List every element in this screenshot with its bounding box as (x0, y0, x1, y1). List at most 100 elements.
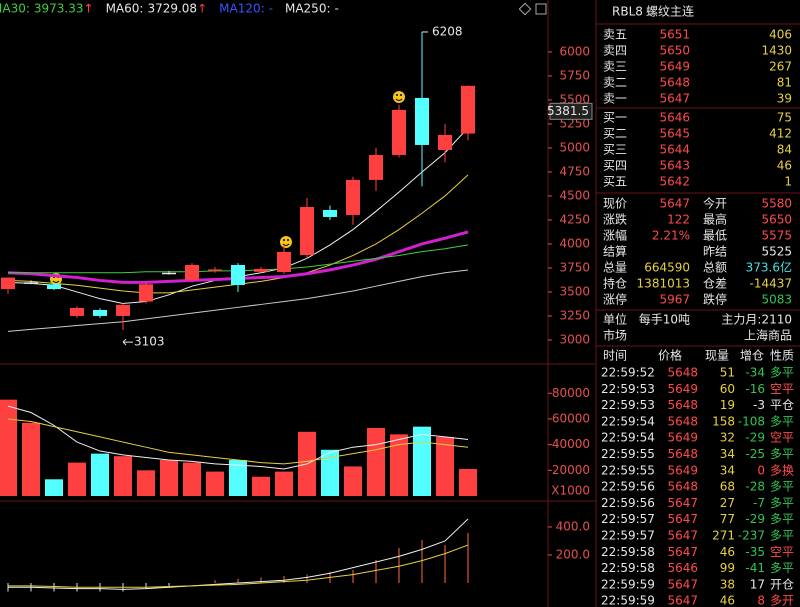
trade-change: -34 (745, 366, 765, 380)
trade-qty: 77 (720, 512, 735, 526)
window-icon[interactable] (535, 3, 547, 15)
book-price: 5649 (659, 60, 690, 74)
price-marker-box (549, 102, 593, 120)
price-marker: 5381.5 (547, 104, 589, 118)
legend-label: MA120: (219, 2, 265, 16)
trade-time: 22:59:58 (601, 561, 655, 575)
stat-label: 涨幅 (603, 228, 627, 243)
volume-bar (114, 456, 132, 496)
book-label: 买一 (603, 111, 627, 125)
ma-line (8, 544, 469, 588)
stat-label: 总量 (603, 261, 627, 275)
trade-price: 5647 (667, 496, 698, 510)
y-tick-label: 4500 (559, 188, 590, 202)
candle-body (93, 310, 107, 316)
stat-value: 5575 (761, 229, 792, 243)
stat-value: 373.6亿 (746, 260, 792, 275)
trade-kind: 开仓 (770, 577, 794, 591)
trade-price: 5648 (667, 398, 698, 412)
volume-bar (91, 453, 109, 496)
volume-bar (275, 471, 293, 496)
trade-change: -25 (745, 447, 765, 461)
volume-bar (367, 427, 385, 496)
candle-body (70, 307, 84, 316)
volume-bar (45, 479, 63, 496)
legend-arrow: ↑ (197, 2, 207, 16)
trade-change: 17 (750, 577, 765, 591)
y-tick-label: 4750 (559, 164, 590, 178)
trade-qty: 51 (720, 366, 735, 380)
book-label: 卖五 (603, 28, 627, 42)
book-qty: 75 (777, 111, 792, 125)
legend-label: MA30: (0, 2, 30, 16)
info-value: 主力月:2110 (721, 313, 792, 327)
book-qty: 1 (784, 175, 792, 189)
trade-qty: 34 (720, 463, 735, 477)
trade-price: 5647 (667, 594, 698, 607)
candle-body (47, 284, 61, 290)
candle-body (323, 209, 337, 217)
stat-value: 1381013 (637, 277, 690, 291)
stat-label: 总额 (703, 261, 727, 275)
stat-label: 最低 (703, 229, 727, 243)
candle-body (415, 97, 429, 145)
volume-bar (137, 470, 155, 496)
volume-bar (229, 460, 247, 496)
y-tick-label: 4000 (559, 236, 590, 250)
y-tick-label: 5000 (559, 140, 590, 154)
candle-body (392, 109, 406, 155)
trade-header: 时间 (603, 349, 627, 363)
y-tick-label: 4250 (559, 212, 590, 226)
stat-label: 持仓 (603, 276, 627, 291)
trade-header: 价格 (658, 348, 682, 363)
candle-body (208, 269, 222, 271)
trade-change: -35 (745, 545, 765, 559)
trade-qty: 27 (720, 496, 735, 510)
y-tick-label: 40000 (552, 437, 590, 451)
trade-time: 22:59:59 (601, 594, 655, 607)
trade-time: 22:59:55 (601, 463, 655, 477)
y-tick-label: 60000 (552, 411, 590, 425)
candle-body (346, 179, 360, 215)
trade-time: 22:59:52 (601, 366, 655, 380)
window-icon[interactable] (518, 2, 532, 16)
info-value: 上海商品 (744, 328, 792, 343)
trade-qty: 32 (720, 431, 735, 445)
trade-qty: 99 (720, 561, 735, 575)
trade-header: 增仓 (740, 349, 764, 363)
trade-change: -29 (745, 431, 765, 445)
volume-bar (252, 476, 270, 496)
ma-line (7, 405, 469, 470)
book-qty: 39 (777, 92, 792, 106)
ma-line (7, 418, 469, 465)
volume-bar (0, 399, 17, 496)
book-label: 买三 (603, 143, 627, 157)
trade-qty: 46 (720, 594, 735, 607)
candle-body (185, 264, 199, 280)
low-label: 3103 (134, 335, 165, 349)
candle-body (231, 264, 245, 285)
trade-kind: 多平 (770, 414, 794, 428)
smiley (393, 91, 405, 103)
candle-body (254, 268, 268, 272)
book-label: 卖四 (603, 44, 627, 58)
volume-bar (183, 462, 201, 496)
stat-value: 5650 (761, 213, 792, 227)
trade-change: -237 (738, 529, 765, 543)
y-tick-label: 200.0 (556, 548, 590, 562)
trade-price: 5647 (667, 577, 698, 591)
stat-value: 2.21% (652, 229, 690, 243)
trade-kind: 平仓 (770, 398, 794, 412)
trade-price: 5647 (667, 529, 698, 543)
trade-time: 22:59:54 (601, 414, 655, 428)
volume-bar (206, 471, 224, 496)
stat-label: 现价 (603, 197, 627, 211)
trade-time: 22:59:58 (601, 545, 655, 559)
stat-label: 涨跌 (603, 212, 627, 227)
trade-change: 0 (757, 463, 765, 477)
book-qty: 1430 (761, 44, 792, 58)
trade-change: -29 (745, 512, 765, 526)
book-label: 卖三 (603, 60, 627, 74)
volume-bar (321, 449, 339, 496)
book-label: 买二 (603, 127, 627, 141)
